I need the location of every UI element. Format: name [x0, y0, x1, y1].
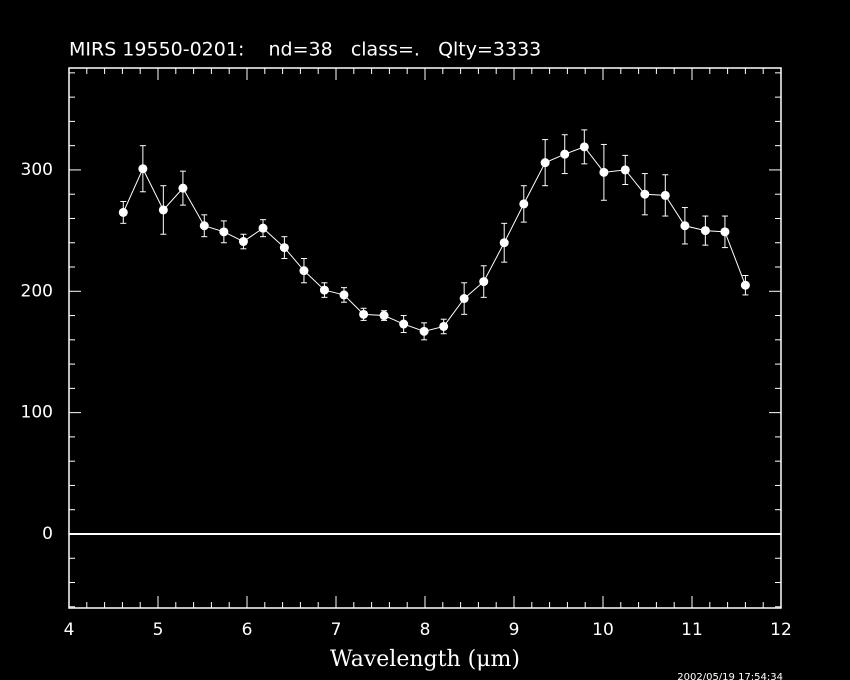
y-tick-label: 0	[42, 524, 53, 544]
data-point	[579, 142, 589, 152]
data-point	[439, 321, 449, 331]
x-tick-label: 12	[770, 620, 792, 640]
data-point	[258, 223, 268, 233]
timestamp: 2002/05/19 17:54:34	[677, 672, 783, 680]
data-point	[399, 319, 409, 329]
data-point	[640, 189, 650, 199]
data-point	[379, 311, 389, 321]
x-tick-label: 8	[420, 620, 431, 640]
data-point	[519, 199, 529, 209]
y-tick-label: 100	[21, 403, 53, 423]
data-point	[700, 226, 710, 236]
data-point	[680, 221, 690, 231]
data-point	[720, 227, 730, 237]
y-tick-label: 200	[21, 281, 53, 301]
data-point	[279, 243, 289, 253]
x-tick-label: 7	[331, 620, 342, 640]
x-tick-label: 9	[509, 620, 520, 640]
data-point	[118, 207, 128, 217]
data-point	[299, 266, 309, 276]
y-tick-label: 300	[21, 160, 53, 180]
x-tick-label: 5	[153, 620, 164, 640]
data-point	[560, 149, 570, 159]
data-point	[199, 221, 209, 231]
data-point	[238, 237, 248, 247]
data-point	[319, 285, 329, 295]
data-point	[359, 309, 369, 319]
data-point	[219, 227, 229, 237]
data-point	[479, 277, 489, 287]
data-point	[158, 205, 168, 215]
x-tick-label: 4	[64, 620, 75, 640]
data-point	[599, 167, 609, 177]
data-point	[339, 290, 349, 300]
x-tick-label: 6	[242, 620, 253, 640]
data-point	[419, 326, 429, 336]
data-point	[540, 158, 550, 168]
data-point	[740, 280, 750, 290]
data-point	[138, 164, 148, 174]
x-tick-label: 11	[681, 620, 703, 640]
series-line	[122, 146, 746, 332]
x-axis-label: Wavelength (μm)	[330, 647, 520, 672]
data-point	[178, 183, 188, 193]
data-point	[620, 165, 630, 175]
x-tick-label: 10	[592, 620, 614, 640]
plot-frame	[68, 67, 782, 609]
data-point	[459, 294, 469, 304]
data-point	[660, 190, 670, 200]
data-point	[499, 238, 509, 248]
chart-title: MIRS 19550-0201: nd=38 class=. Qlty=3333	[69, 39, 541, 61]
